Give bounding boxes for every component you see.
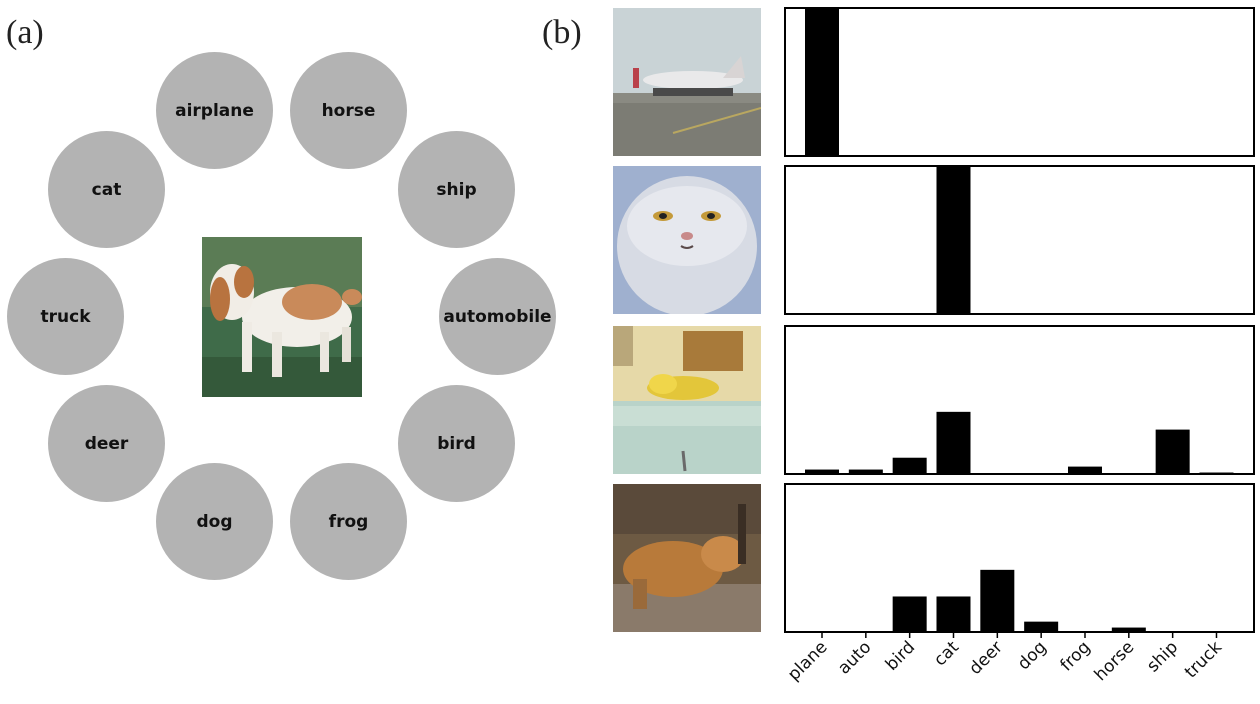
- x-tick-label-ship: ship: [1143, 637, 1182, 676]
- x-tick-label-cat: cat: [930, 637, 963, 670]
- bar-2-cat: [936, 166, 971, 314]
- panel-a-label: (a): [6, 14, 44, 51]
- class-circle-deer: deer: [48, 385, 165, 502]
- x-tick-label-frog: frog: [1056, 637, 1094, 675]
- bar-4-cat: [936, 596, 971, 632]
- class-circle-truck: truck: [7, 258, 124, 375]
- brown-animal-in-grass-photo: [613, 484, 761, 632]
- class-circle-automobile: automobile: [439, 258, 556, 375]
- class-circle-bird: bird: [398, 385, 515, 502]
- x-tick-label-truck: truck: [1181, 637, 1226, 682]
- class-circle-horse: horse: [290, 52, 407, 169]
- class-circle-airplane: airplane: [156, 52, 273, 169]
- bar-4-horse: [1111, 627, 1146, 632]
- x-tick-label-dog: dog: [1014, 637, 1051, 674]
- class-circle-frog: frog: [290, 463, 407, 580]
- dog-photo: [202, 237, 362, 397]
- bar-3-frog: [1067, 466, 1102, 474]
- bar-1-plane: [805, 8, 839, 156]
- airplane-on-runway-photo: [613, 8, 761, 156]
- x-tick-label-deer: deer: [965, 637, 1007, 679]
- class-circle-ship: ship: [398, 131, 515, 248]
- bar-4-dog: [1024, 621, 1059, 632]
- bar-4-bird: [892, 596, 927, 632]
- x-tick-label-auto: auto: [834, 637, 875, 678]
- bar-3-truck: [1199, 472, 1234, 474]
- chart-frame-2: [784, 165, 1255, 315]
- bar-3-bird: [892, 457, 927, 474]
- bar-4-deer: [980, 569, 1015, 632]
- chart-frame-1: [784, 7, 1255, 157]
- x-tick-label-bird: bird: [882, 637, 919, 674]
- class-circle-dog: dog: [156, 463, 273, 580]
- bar-3-plane: [805, 469, 839, 474]
- bar-3-cat: [936, 411, 971, 474]
- yellow-objects-on-table-photo: [613, 326, 761, 474]
- bar-3-auto: [848, 469, 883, 474]
- x-tick-label-horse: horse: [1091, 637, 1139, 685]
- x-tick-label-plane: plane: [784, 637, 831, 684]
- bar-3-ship: [1155, 429, 1190, 474]
- chart-frame-4: [784, 483, 1255, 633]
- class-circle-cat: cat: [48, 131, 165, 248]
- white-cat-face-photo: [613, 166, 761, 314]
- panel-b-label: (b): [542, 14, 582, 51]
